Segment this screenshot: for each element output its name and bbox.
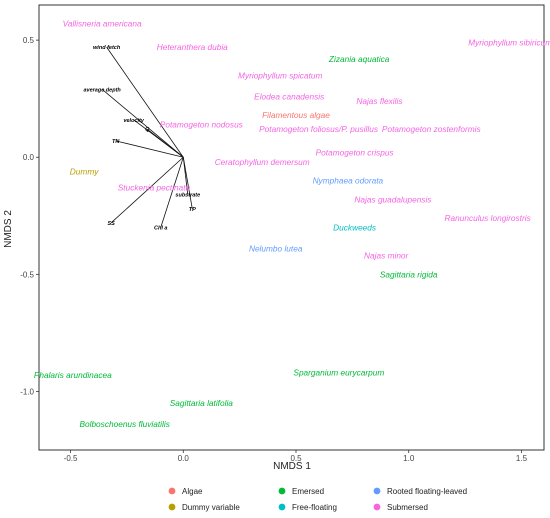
- species-label: Stuckenia pectinata: [118, 183, 191, 193]
- vector-label: substrate: [175, 193, 200, 199]
- species-label: Potamogeton crispus: [316, 148, 394, 158]
- species-label: Elodea canadensis: [254, 91, 324, 101]
- vector-label: Q: [145, 127, 150, 133]
- species-label: Sagittaria latifolia: [170, 398, 234, 408]
- species-label: Myriophyllum sibiricum: [468, 37, 550, 47]
- vector-label: velocity: [123, 118, 144, 124]
- species-label: Najas minor: [364, 251, 410, 261]
- legend-key: [168, 503, 176, 511]
- species-label: Myriophyllum spicatum: [238, 70, 322, 80]
- x-tick-label: 1.5: [516, 454, 528, 463]
- vector-label: Chl a: [154, 226, 167, 232]
- vector-arrow: [182, 157, 193, 209]
- species-label: Nymphaea odorata: [313, 176, 384, 186]
- vector-label: wind fetch: [93, 45, 121, 51]
- vector-arrow: [101, 89, 184, 158]
- legend-key: [373, 487, 381, 495]
- legend-key: [168, 487, 176, 495]
- vector-label: TP: [189, 207, 196, 213]
- legend-label: Dummy variable: [182, 503, 240, 512]
- species-label: Ranunculus longirostris: [445, 213, 531, 223]
- vector-label: TN: [112, 139, 120, 145]
- x-tick-label: 0.5: [290, 454, 302, 463]
- y-tick-label: -0.5: [20, 270, 34, 279]
- vector-arrow: [115, 140, 184, 158]
- x-axis-title: NMDS 1: [273, 461, 311, 472]
- legend-label: Submersed: [387, 503, 428, 512]
- species-label: Potamogeton foliosus/P. pusillus: [259, 124, 378, 134]
- x-tick-label: 1.0: [403, 454, 415, 463]
- legend-label: Algae: [182, 487, 203, 496]
- vector-arrow: [146, 128, 184, 158]
- legend-label: Free-floating: [292, 503, 337, 512]
- species-label: Zizania aquatica: [328, 54, 390, 64]
- species-label: Potamogeton zostenformis: [382, 124, 481, 134]
- vector-arrow: [110, 156, 184, 224]
- x-tick-label: -0.5: [64, 454, 78, 463]
- y-tick-label: -1.0: [20, 387, 34, 396]
- y-tick-label: 0.0: [23, 153, 35, 162]
- plot-border: [38, 4, 545, 451]
- species-label: Phalaris arundinacea: [34, 370, 112, 380]
- species-label: Filamentous algae: [262, 110, 330, 120]
- legend-key: [278, 487, 286, 495]
- vector-label: average depth: [83, 87, 121, 93]
- species-label: Bolboschoenus fluviatilis: [79, 419, 169, 429]
- species-label: Najas guadalupensis: [354, 194, 431, 204]
- species-label: Potamogeton nodosus: [160, 119, 243, 129]
- legend: Algae Dummy variable Emersed Free-floating R…: [168, 487, 467, 512]
- legend-label: Emersed: [292, 487, 324, 496]
- ticks-layer: -0.5 0.0 0.5 1.0 1.5 0.5 0.0 -0.5 -1.0: [20, 36, 527, 463]
- species-label: Nelumbo lutea: [249, 244, 303, 254]
- species-layer: Vallisneria americana Heteranthera dubia Z…: [34, 19, 550, 430]
- legend-label: Rooted floating-leaved: [387, 487, 467, 496]
- species-label: Vallisneria americana: [63, 19, 142, 29]
- species-label: Heteranthera dubia: [157, 42, 228, 52]
- vector-arrow: [106, 46, 184, 158]
- vector-label: SS: [107, 221, 115, 227]
- species-label: Sparganium eurycarpum: [293, 368, 384, 378]
- species-label: Sagittaria rigida: [380, 269, 438, 279]
- species-label: Ceratophyllum demersum: [215, 157, 310, 167]
- legend-key: [278, 503, 286, 511]
- species-label: Najas flexilis: [356, 96, 402, 106]
- species-label: Duckweeds: [333, 223, 376, 233]
- vector-arrow: [160, 157, 184, 228]
- y-axis-title: NMDS 2: [3, 210, 14, 248]
- x-tick-label: 0.0: [178, 454, 190, 463]
- legend-key: [373, 503, 381, 511]
- species-label: Dummy: [70, 166, 99, 176]
- y-tick-label: 0.5: [23, 36, 35, 45]
